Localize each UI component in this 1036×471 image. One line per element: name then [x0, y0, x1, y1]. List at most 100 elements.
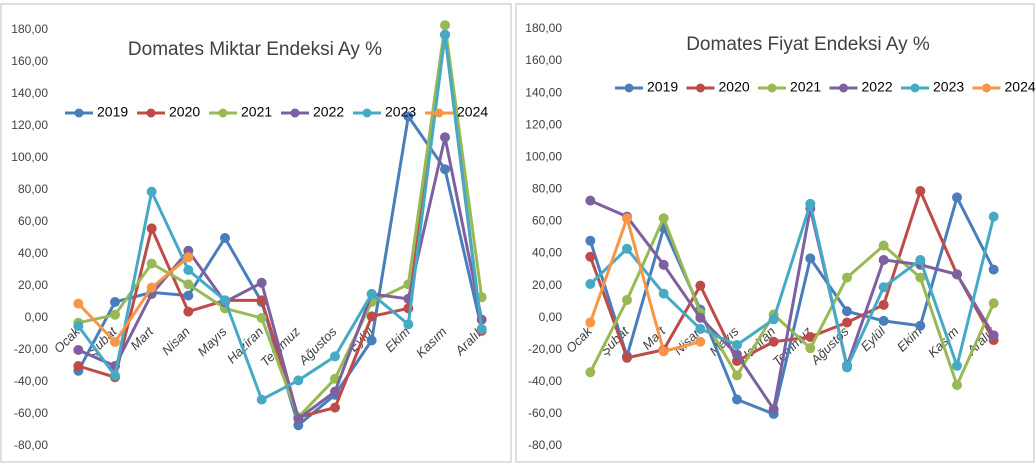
point: [878, 315, 889, 326]
series-line: [589, 198, 996, 373]
legend-label: 2024: [457, 104, 488, 120]
point: [73, 345, 84, 355]
series-line: [588, 213, 701, 354]
y-tick-label: 140,00: [525, 85, 562, 99]
point: [73, 298, 84, 309]
point: [330, 402, 340, 413]
point: [878, 254, 889, 265]
point: [842, 306, 852, 317]
point: [622, 295, 632, 306]
legend-marker: [146, 108, 156, 118]
point: [110, 337, 120, 347]
point: [110, 309, 120, 320]
legend-marker: [362, 108, 372, 118]
point: [695, 336, 706, 347]
point: [622, 243, 632, 254]
point: [695, 323, 706, 334]
y-tick-label: 20,00: [532, 278, 562, 292]
point: [366, 335, 377, 346]
point: [732, 349, 742, 360]
y-tick-label: 120,00: [525, 117, 562, 131]
point: [842, 317, 852, 328]
point: [732, 339, 742, 350]
point: [110, 370, 120, 381]
y-tick-label: 120,00: [11, 118, 48, 132]
y-tick-label: 40,00: [18, 246, 48, 260]
point: [988, 298, 999, 309]
y-tick-label: -80,00: [528, 438, 562, 452]
point: [256, 313, 267, 323]
legend-label: 2019: [97, 104, 128, 120]
point: [256, 394, 267, 405]
series-line: [77, 256, 190, 345]
y-tick-label: 100,00: [525, 149, 562, 163]
y-tick-label: 80,00: [532, 182, 562, 196]
point: [952, 380, 962, 391]
point: [988, 264, 999, 275]
point: [440, 29, 450, 40]
y-tick-label: 0,00: [25, 310, 49, 324]
series-line: [77, 34, 484, 420]
legend-label: 2021: [241, 104, 272, 120]
legend-label: 2023: [385, 104, 416, 120]
point: [403, 319, 414, 330]
point: [952, 360, 962, 371]
chart-title: Domates Fiyat Endeksi Ay %: [686, 34, 930, 55]
point: [768, 314, 779, 325]
point: [695, 312, 706, 323]
point: [440, 164, 450, 175]
point: [658, 288, 669, 299]
point: [658, 213, 669, 224]
point: [366, 311, 377, 322]
point: [183, 265, 194, 275]
legend-label: 2022: [862, 79, 893, 95]
point: [330, 351, 340, 362]
series-line: [589, 199, 995, 414]
point: [220, 295, 230, 306]
point: [658, 259, 669, 270]
point: [915, 272, 926, 283]
point: [183, 290, 194, 301]
y-tick-label: 160,00: [11, 54, 48, 68]
point: [585, 195, 596, 206]
point: [585, 367, 596, 378]
point: [73, 361, 84, 371]
point: [183, 306, 194, 317]
point: [952, 192, 962, 203]
legend-marker: [434, 108, 444, 118]
series-line: [588, 214, 996, 390]
point: [915, 254, 926, 265]
chart-frame: [515, 3, 1035, 463]
point: [878, 299, 889, 310]
point: [366, 289, 377, 299]
series-line: [588, 193, 996, 416]
y-tick-label: 140,00: [11, 86, 48, 100]
legend-marker: [982, 83, 991, 93]
point: [988, 211, 999, 222]
point: [403, 111, 414, 122]
legend-label: 2024: [1005, 79, 1036, 95]
point: [732, 370, 742, 381]
point: [585, 235, 596, 246]
point: [73, 321, 84, 331]
point: [293, 413, 304, 424]
series-line: [588, 186, 995, 364]
y-tick-label: -20,00: [528, 342, 562, 356]
legend-marker: [839, 83, 848, 93]
point: [988, 330, 999, 341]
point: [110, 297, 120, 307]
legend-label: 2020: [169, 104, 200, 120]
point: [768, 336, 779, 347]
legend-label: 2021: [790, 79, 821, 95]
point: [146, 223, 157, 234]
point: [842, 272, 852, 283]
y-tick-label: 20,00: [18, 278, 48, 292]
point: [878, 282, 889, 293]
point: [183, 252, 194, 263]
point: [476, 324, 487, 335]
point: [146, 282, 157, 293]
point: [183, 279, 194, 290]
legend-marker: [290, 108, 300, 118]
